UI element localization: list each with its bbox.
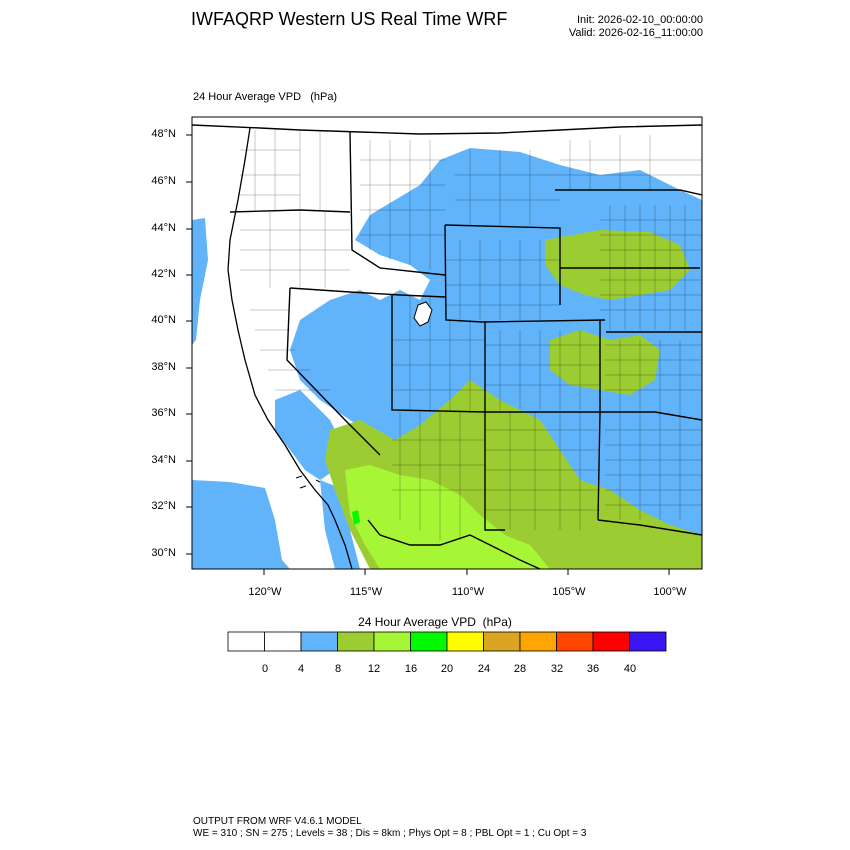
- lat-label: 44°N: [151, 222, 176, 234]
- colorbar: [227, 631, 667, 652]
- lon-label: 120°W: [248, 586, 282, 598]
- colorbar-box: [483, 631, 521, 652]
- lat-label: 48°N: [151, 128, 176, 140]
- lat-label: 40°N: [151, 314, 176, 326]
- colorbar-box: [264, 631, 302, 652]
- colorbar-label: 28: [513, 663, 527, 675]
- lon-label: 105°W: [552, 586, 586, 598]
- lat-label: 46°N: [151, 175, 176, 187]
- colorbar-label: 16: [404, 663, 418, 675]
- colorbar-label: 8: [334, 663, 342, 675]
- colorbar-label: 4: [297, 663, 305, 675]
- lat-label: 38°N: [151, 361, 176, 373]
- lon-label: 100°W: [653, 586, 687, 598]
- lon-label: 115°W: [349, 586, 383, 598]
- colorbar-box: [519, 631, 557, 652]
- colorbar-title: 24 Hour Average VPD (hPa): [358, 615, 512, 629]
- coastline: [227, 127, 353, 569]
- colorbar-label: 0: [261, 663, 269, 675]
- lon-ticks: [263, 569, 670, 575]
- colorbar-box: [300, 631, 338, 652]
- vpd-region-8-12: [545, 230, 690, 300]
- valid-time: Valid: 2026-02-16_11:00:00: [568, 27, 703, 39]
- lat-label: 36°N: [151, 407, 176, 419]
- islands: [295, 475, 321, 489]
- lat-label: 42°N: [151, 268, 176, 280]
- county-lines: [240, 130, 702, 540]
- lat-label: 30°N: [151, 547, 176, 559]
- colorbar-box: [556, 631, 594, 652]
- init-time: Init: 2026-02-10_00:00:00: [577, 14, 703, 26]
- colorbar-box: [227, 631, 265, 652]
- colorbar-label: 40: [623, 663, 637, 675]
- vpd-region-16-20: [352, 510, 360, 525]
- colorbar-box: [592, 631, 630, 652]
- footer-model-line: OUTPUT FROM WRF V4.6.1 MODEL: [193, 816, 362, 827]
- lat-label: 32°N: [151, 500, 176, 512]
- lat-label: 34°N: [151, 454, 176, 466]
- map-frame: [191, 116, 703, 570]
- great-salt-lake: [413, 301, 433, 327]
- lat-ticks: [186, 134, 192, 555]
- colorbar-label: 20: [440, 663, 454, 675]
- colorbar-box: [337, 631, 375, 652]
- colorbar-label: 32: [550, 663, 564, 675]
- ocean-area: [192, 218, 290, 569]
- colorbar-label: 36: [586, 663, 600, 675]
- colorbar-label: 12: [367, 663, 381, 675]
- vpd-region-8-12-plains: [550, 330, 660, 395]
- footer-config-line: WE = 310 ; SN = 275 ; Levels = 38 ; Dis …: [193, 828, 587, 839]
- lon-label: 110°W: [451, 586, 485, 598]
- vpd-region-12-16: [345, 465, 550, 569]
- colorbar-box: [446, 631, 484, 652]
- panel-title: 24 Hour Average VPD (hPa): [193, 91, 338, 103]
- colorbar-box: [373, 631, 411, 652]
- vpd-region-4-8-coast: [275, 390, 360, 569]
- colorbar-box: [410, 631, 448, 652]
- main-title: IWFAQRP Western US Real Time WRF: [191, 9, 508, 29]
- colorbar-label: 24: [477, 663, 491, 675]
- map-body: [192, 117, 702, 569]
- colorbar-box: [629, 631, 667, 652]
